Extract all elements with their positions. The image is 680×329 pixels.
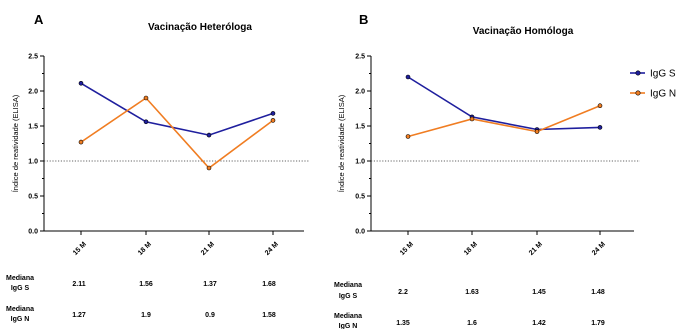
- x-tick-label: 15 M: [399, 241, 415, 257]
- series-line-igg-n: [80, 96, 274, 170]
- y-tick-label: 0.5: [28, 194, 38, 201]
- table-cell-value: 1.45: [532, 289, 546, 296]
- series-line-igg-s: [407, 76, 601, 131]
- table-row-label: Mediana: [6, 306, 34, 313]
- y-tick-label: 0.5: [355, 194, 365, 201]
- table-cell-value: 1.68: [262, 281, 276, 288]
- legend-label-igg-n: IgG N: [650, 89, 676, 100]
- chart-panel-b: B Vacinação Homóloga Índice de reatividade…: [334, 12, 640, 329]
- x-tick-label: 18 M: [137, 241, 153, 257]
- table-cell-value: 2.2: [398, 289, 408, 296]
- y-tick-label: 1.0: [355, 159, 365, 166]
- median-table-row: Mediana IgG S 2.11 1.56 1.37 1.68: [6, 275, 276, 292]
- data-point-igg-n: [469, 116, 475, 122]
- data-point-igg-n: [405, 134, 411, 139]
- table-cell-value: 1.48: [591, 289, 605, 296]
- series-line-igg-n: [407, 104, 601, 138]
- table-row-label: IgG S: [11, 285, 30, 292]
- data-point-igg-s: [206, 132, 212, 138]
- data-point-igg-s: [597, 125, 603, 130]
- table-cell-value: 1.63: [465, 289, 479, 296]
- y-tick-label: 2.0: [28, 89, 38, 96]
- panel-letter: B: [359, 12, 368, 27]
- data-point-igg-s: [270, 111, 276, 116]
- data-point-igg-n: [78, 139, 84, 145]
- x-tick-label: 21 M: [200, 241, 216, 257]
- table-row-label: IgG N: [339, 323, 358, 329]
- table-cell-value: 1.37: [203, 281, 217, 288]
- series-line-igg-s: [80, 82, 274, 136]
- legend-marker-igg-n: [635, 90, 641, 96]
- chart-title: Vacinação Homóloga: [473, 26, 574, 37]
- table-cell-value: 2.11: [72, 281, 85, 288]
- table-cell-value: 1.58: [262, 312, 276, 319]
- data-point-igg-n: [206, 165, 212, 171]
- median-table-row: Mediana IgG N 1.35 1.6 1.42 1.79: [334, 313, 605, 329]
- table-row-label: Mediana: [334, 313, 362, 320]
- median-table-row: Mediana IgG S 2.2 1.63 1.45 1.48: [334, 282, 605, 300]
- table-cell-value: 0.9: [205, 312, 215, 319]
- data-point-igg-n: [270, 118, 276, 123]
- table-cell-value: 1.79: [591, 320, 605, 327]
- table-row-label: Mediana: [6, 275, 34, 282]
- y-tick-label: 2.5: [355, 54, 365, 61]
- data-point-igg-s: [143, 119, 149, 125]
- legend-label-igg-s: IgG S: [650, 69, 676, 80]
- x-tick-label: 21 M: [528, 241, 544, 257]
- y-tick-label: 2.5: [28, 54, 38, 61]
- table-cell-value: 1.35: [396, 320, 410, 327]
- median-table-row: Mediana IgG N 1.27 1.9 0.9 1.58: [6, 306, 276, 323]
- chart-panel-a: A Vacinação Heteróloga Índice de reativida…: [6, 12, 310, 323]
- y-tick-label: 1.5: [355, 124, 365, 131]
- table-cell-value: 1.56: [139, 281, 153, 288]
- panel-letter: A: [34, 12, 44, 27]
- table-cell-value: 1.9: [141, 312, 151, 319]
- y-axis-label: Índice de reatividade (ELISA): [11, 94, 20, 192]
- data-point-igg-n: [597, 103, 603, 108]
- table-cell-value: 1.42: [532, 320, 546, 327]
- legend: IgG S IgG N: [630, 69, 676, 100]
- table-row-label: IgG N: [11, 316, 30, 323]
- x-tick-label: 24 M: [591, 241, 607, 257]
- y-tick-label: 1.0: [28, 159, 38, 166]
- data-point-igg-s: [78, 81, 84, 86]
- table-row-label: Mediana: [334, 282, 362, 289]
- legend-marker-igg-s: [635, 70, 641, 76]
- data-point-igg-n: [534, 129, 540, 134]
- x-tick-label: 24 M: [264, 241, 280, 257]
- y-tick-label: 1.5: [28, 124, 38, 131]
- y-tick-label: 0.0: [355, 229, 365, 236]
- table-row-label: IgG S: [339, 293, 358, 300]
- x-tick-label: 18 M: [463, 241, 479, 257]
- x-tick-label: 15 M: [72, 241, 88, 257]
- data-point-igg-n: [143, 95, 149, 101]
- data-point-igg-s: [405, 74, 411, 80]
- chart-title: Vacinação Heteróloga: [148, 22, 252, 33]
- table-cell-value: 1.6: [467, 320, 477, 327]
- table-cell-value: 1.27: [72, 312, 86, 319]
- y-tick-label: 2.0: [355, 89, 365, 96]
- y-tick-label: 0.0: [28, 229, 38, 236]
- y-axis-label: Índice de reatividade (ELISA): [337, 94, 346, 192]
